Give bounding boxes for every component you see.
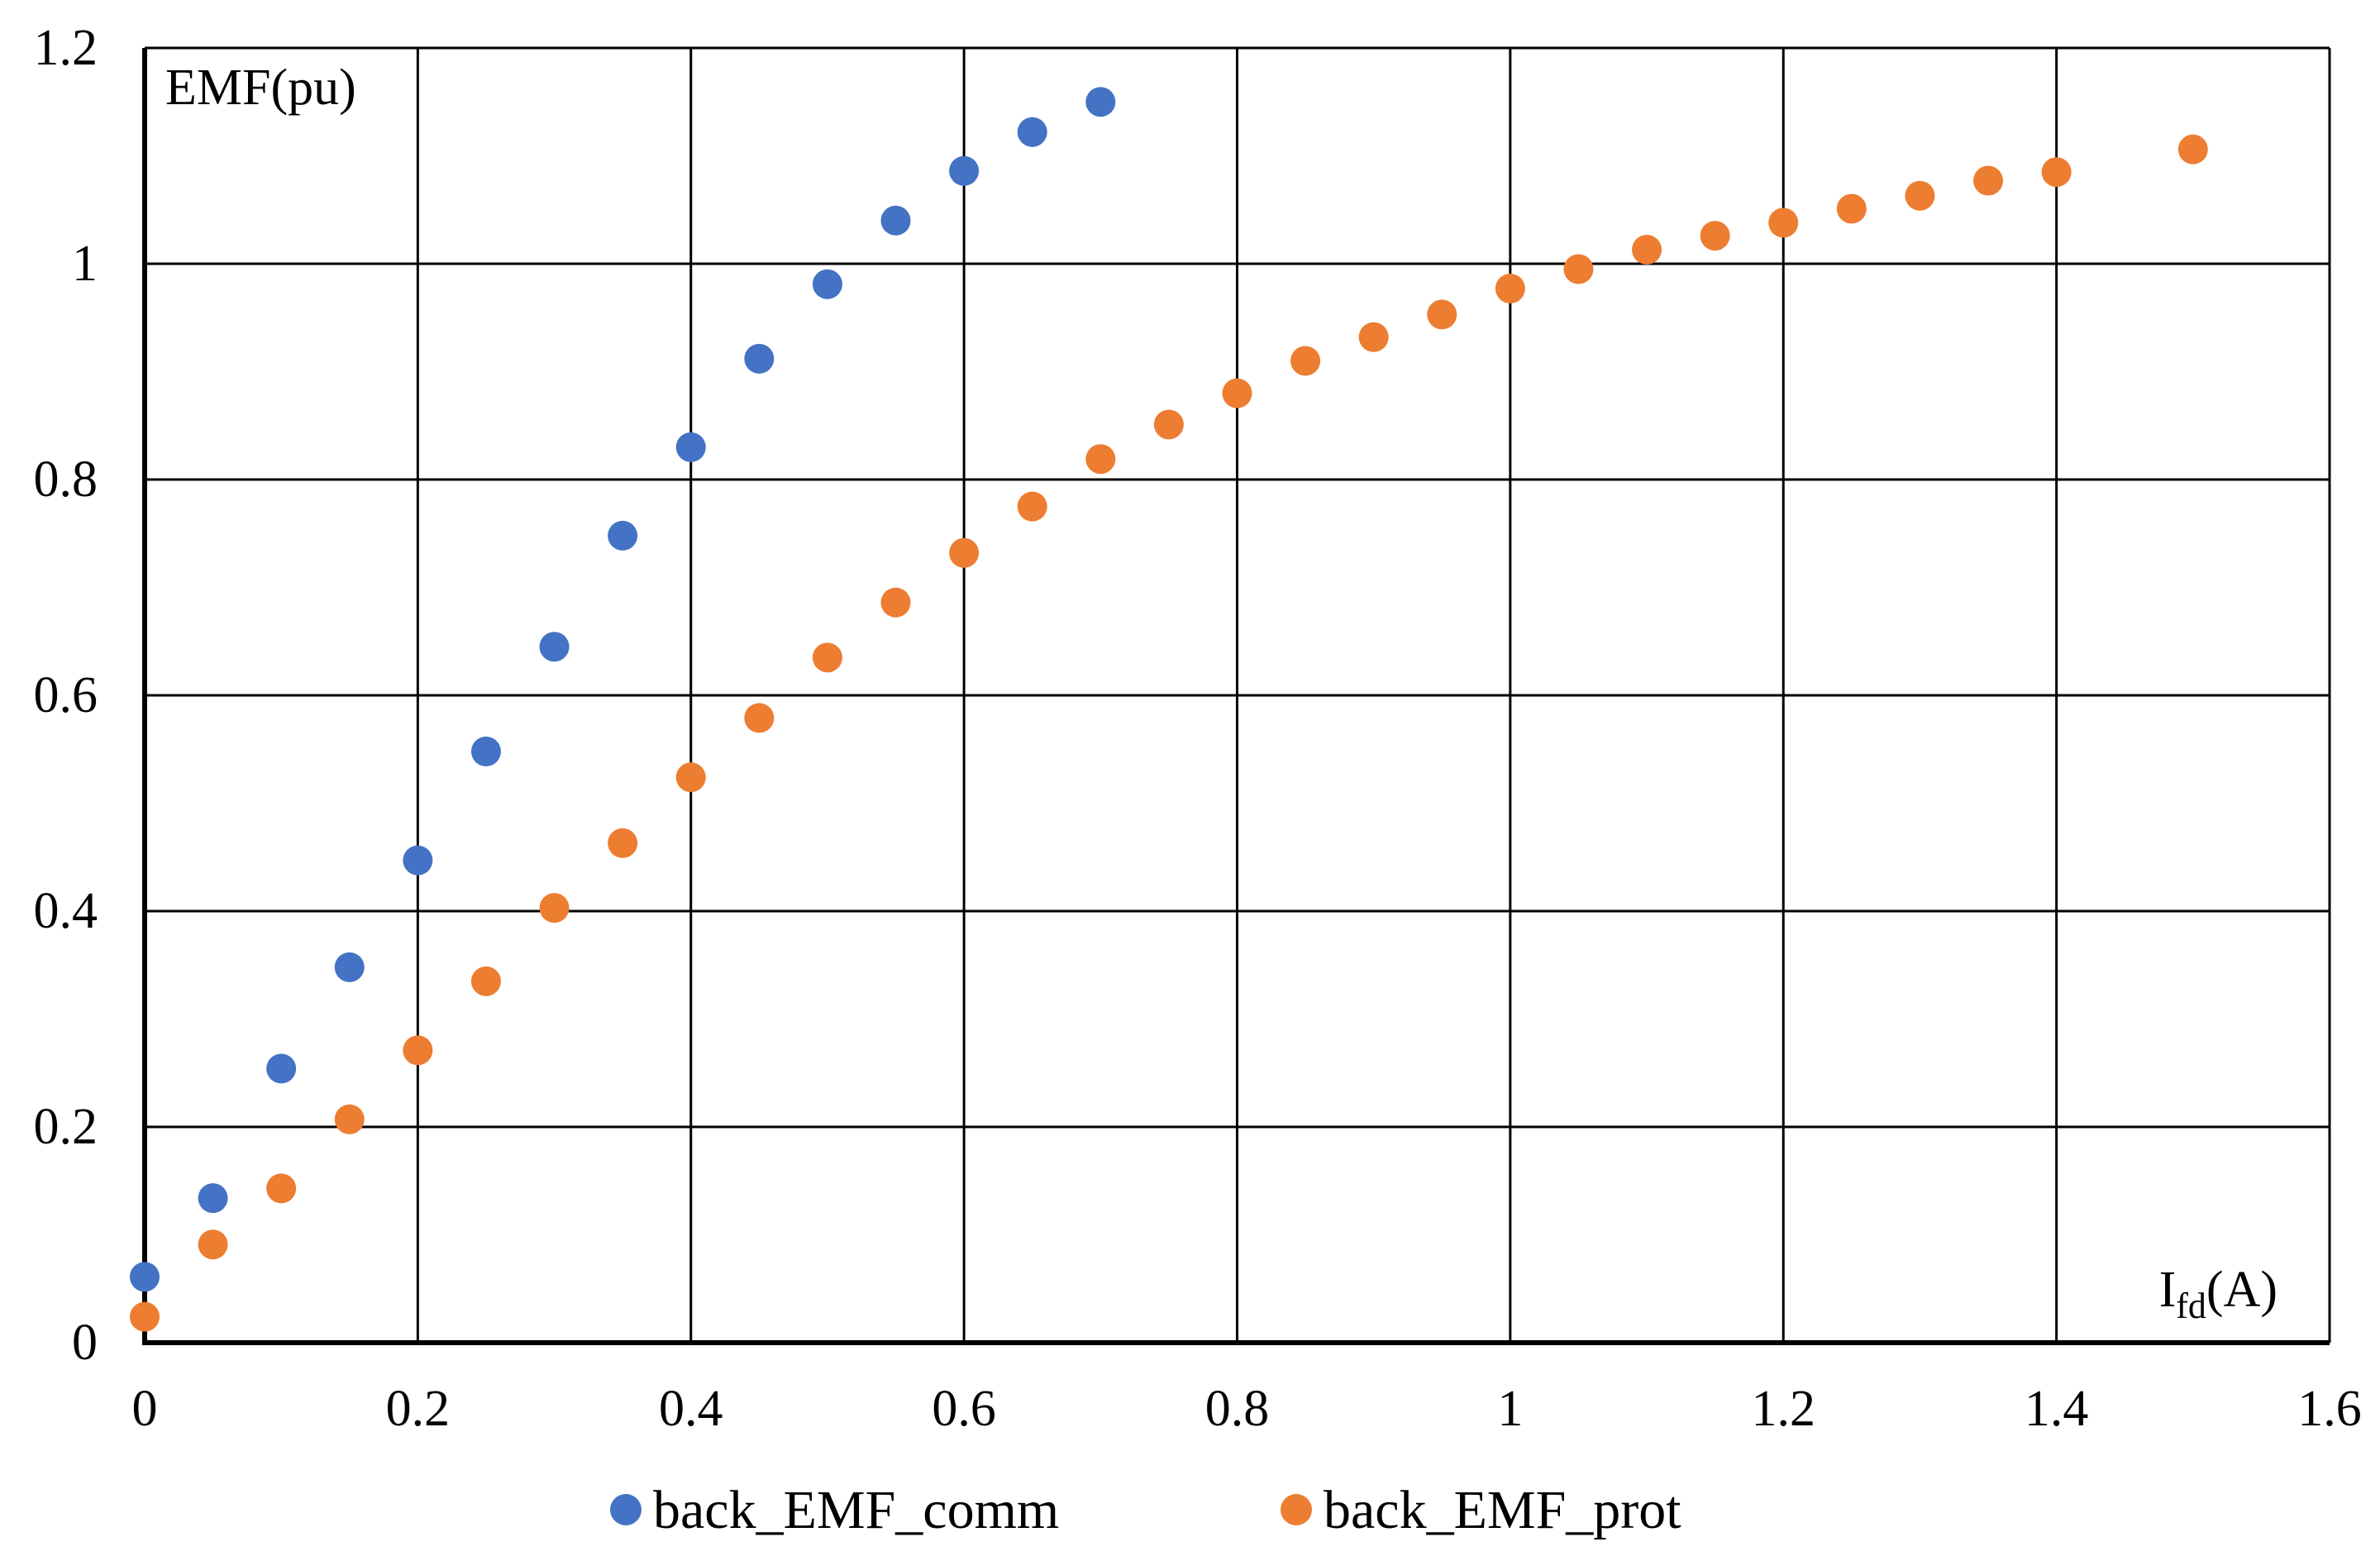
x-axis-title: Ifd(A) [2159, 1262, 2277, 1326]
data-point [539, 893, 570, 924]
data-point [403, 1035, 433, 1066]
data-point [1153, 409, 1184, 440]
data-point [608, 828, 638, 858]
x-tick-label: 0 [132, 1381, 158, 1437]
x-tick-label: 0.8 [1205, 1381, 1270, 1437]
data-point [1085, 87, 1116, 117]
data-point [334, 1104, 365, 1134]
data-point [1358, 322, 1389, 352]
x-tick-label: 0.2 [386, 1381, 451, 1437]
data-point [198, 1229, 228, 1260]
data-point [1290, 346, 1321, 376]
y-tick-label: 1.2 [34, 20, 98, 76]
data-point [470, 966, 501, 996]
data-point [1222, 378, 1252, 408]
series-back_EMF_comm [130, 87, 1116, 1292]
data-point [1768, 208, 1799, 238]
x-axis-title-subscript: fd [2176, 1286, 2206, 1326]
data-point [1632, 235, 1662, 265]
grid [145, 46, 2331, 1343]
data-point [675, 432, 706, 462]
data-point [880, 205, 911, 236]
data-point [539, 632, 570, 662]
data-point [403, 845, 433, 876]
x-axis-title-unit: (A) [2206, 1262, 2277, 1318]
data-point [949, 155, 980, 186]
data-point [130, 1262, 160, 1292]
data-point [1085, 444, 1116, 475]
data-point [812, 642, 842, 673]
y-axis-title: EMF(pu) [165, 60, 356, 116]
legend-label: back_EMF_comm [653, 1480, 1059, 1540]
legend-marker [610, 1494, 642, 1525]
axes [142, 48, 2330, 1345]
data-point [880, 587, 911, 618]
data-point [1495, 274, 1525, 304]
legend-label: back_EMF_prot [1324, 1480, 1681, 1540]
x-tick-label: 1 [1497, 1381, 1523, 1437]
data-point [608, 520, 638, 551]
data-points [130, 87, 2208, 1332]
y-tick-label: 0.4 [34, 883, 98, 939]
data-point [744, 703, 775, 733]
data-point [198, 1183, 228, 1214]
y-tick-label: 0 [72, 1315, 98, 1371]
data-point [2177, 134, 2208, 165]
y-tick-label: 0.2 [34, 1099, 98, 1155]
legend-item: back_EMF_comm [610, 1480, 1059, 1540]
data-point [1700, 221, 1730, 251]
x-tick-label: 0.6 [932, 1381, 996, 1437]
data-point [130, 1301, 160, 1332]
y-tick-label: 0.8 [34, 451, 98, 508]
legend-item: back_EMF_prot [1281, 1480, 1681, 1540]
x-tick-label: 0.4 [659, 1381, 723, 1437]
data-point [675, 762, 706, 793]
data-point [334, 952, 365, 982]
data-point [1017, 117, 1047, 147]
x-tick-label: 1.2 [1752, 1381, 1816, 1437]
data-point [266, 1173, 297, 1204]
y-tick-label: 1 [72, 236, 98, 292]
data-point [1017, 491, 1047, 522]
tick-labels: 0 0.2 0.4 0.6 0.8 1 1.2 1.4 1.6 0 0.2 0.4 0.6 0.8 1 1.2 [34, 20, 2362, 1437]
data-point [470, 736, 501, 766]
x-tick-label: 1.6 [2297, 1381, 2362, 1437]
data-point [744, 343, 775, 374]
series-back_EMF_prot [130, 134, 2208, 1332]
data-point [266, 1053, 297, 1084]
data-point [2041, 157, 2072, 188]
data-point [1973, 165, 2004, 196]
data-point [1836, 193, 1867, 224]
legend-marker [1281, 1494, 1312, 1525]
x-tick-label: 1.4 [2025, 1381, 2089, 1437]
data-point [949, 537, 980, 568]
data-point [1905, 180, 1935, 211]
data-point [1427, 299, 1457, 330]
y-tick-label: 0.6 [34, 667, 98, 723]
data-point [812, 269, 842, 299]
legend: back_EMF_comm back_EMF_prot [610, 1480, 1681, 1540]
data-point [1563, 254, 1594, 284]
x-axis-title-main: I [2159, 1262, 2177, 1318]
